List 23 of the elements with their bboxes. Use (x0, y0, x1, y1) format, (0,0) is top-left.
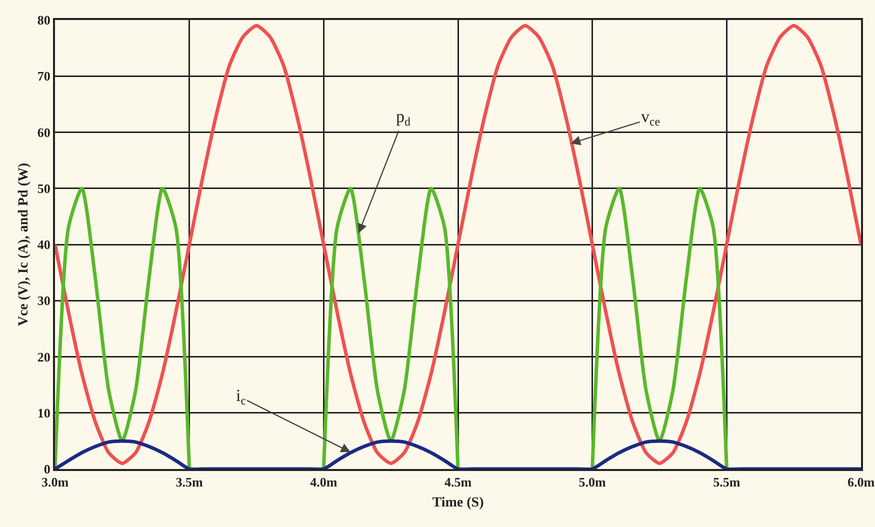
x-tick-label: 5.0m (578, 474, 606, 490)
y-axis-title: Vce (V), Ic (A), and Pd (W) (16, 162, 32, 326)
line-series (55, 24, 861, 466)
y-tick-label: 50 (37, 180, 50, 196)
x-axis-title: Time (S) (432, 495, 484, 510)
line-series (55, 439, 861, 469)
y-tick-label: 80 (37, 12, 50, 28)
x-tick-label: 3.5m (176, 474, 204, 490)
y-tick-label: 20 (37, 349, 50, 364)
y-tick-label: 30 (37, 293, 50, 308)
x-tick-label: 5.5m (713, 474, 740, 490)
y-tick-label: 70 (37, 68, 50, 84)
y-tick-label: 0 (44, 462, 50, 477)
x-tick-label: 4.5m (444, 474, 472, 490)
x-tick-label: 4.0m (310, 474, 338, 490)
x-tick-label: 3.0m (41, 474, 69, 490)
y-tick-label: 40 (37, 237, 50, 252)
y-tick-label: 60 (37, 124, 50, 140)
annotation: i$_{c}$ (236, 386, 246, 408)
y-tick-label: 10 (37, 405, 50, 420)
annotation: v$_{ce}$ (641, 107, 660, 129)
x-tick-label: 6.0m (847, 474, 875, 490)
annotation: p$_{d}$ (396, 107, 410, 129)
